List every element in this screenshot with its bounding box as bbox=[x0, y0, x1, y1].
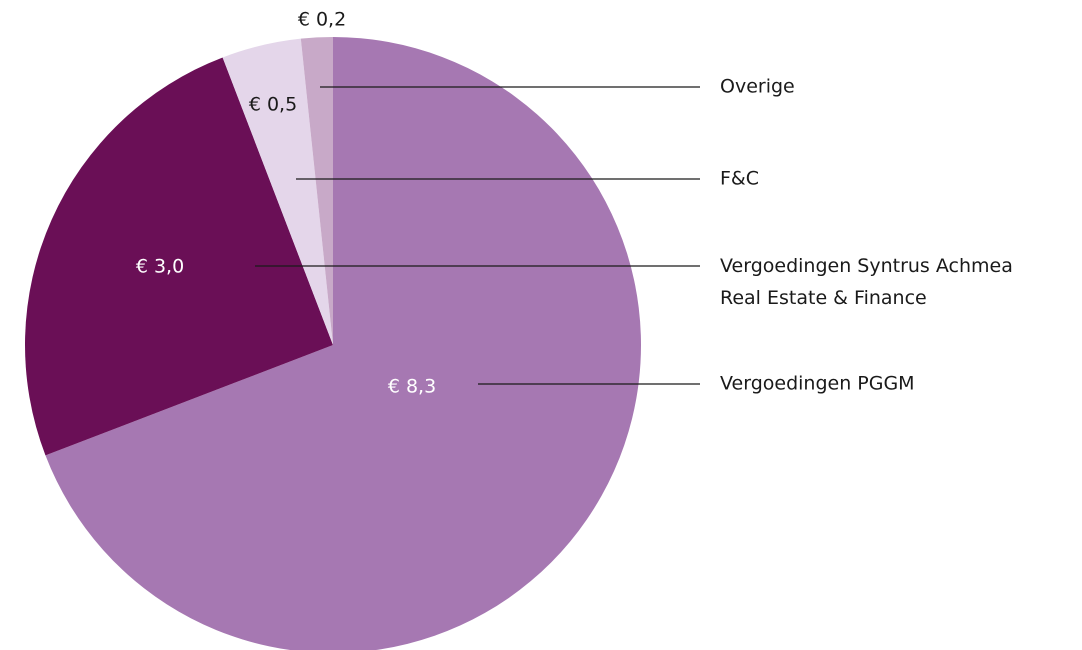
legend-label: Vergoedingen PGGM bbox=[720, 373, 915, 395]
value-label: € 8,3 bbox=[388, 376, 436, 398]
pie-slice bbox=[25, 57, 333, 456]
pie-slice bbox=[300, 37, 333, 345]
value-label: € 3,0 bbox=[136, 256, 184, 278]
pie-slice bbox=[222, 38, 333, 345]
value-label: € 0,2 bbox=[298, 9, 346, 31]
pie-slice bbox=[45, 37, 641, 650]
legend-label: Overige bbox=[720, 76, 795, 98]
legend-label: F&C bbox=[720, 168, 759, 190]
value-label: € 0,5 bbox=[249, 94, 297, 116]
legend-label: Vergoedingen Syntrus Achmea Real Estate &… bbox=[720, 255, 1013, 309]
